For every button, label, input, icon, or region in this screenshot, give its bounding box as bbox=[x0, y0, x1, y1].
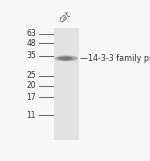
Text: 63: 63 bbox=[26, 29, 36, 38]
Bar bbox=[54, 28, 79, 140]
Text: 48: 48 bbox=[27, 39, 36, 48]
Text: cat: cat bbox=[57, 10, 73, 25]
Text: 11: 11 bbox=[27, 111, 36, 120]
Text: 17: 17 bbox=[27, 93, 36, 102]
Ellipse shape bbox=[55, 55, 78, 61]
Ellipse shape bbox=[58, 57, 73, 60]
Text: 20: 20 bbox=[27, 81, 36, 90]
Text: —14-3-3 family protein: —14-3-3 family protein bbox=[80, 54, 150, 63]
Text: 35: 35 bbox=[26, 51, 36, 60]
Text: 25: 25 bbox=[27, 71, 36, 80]
